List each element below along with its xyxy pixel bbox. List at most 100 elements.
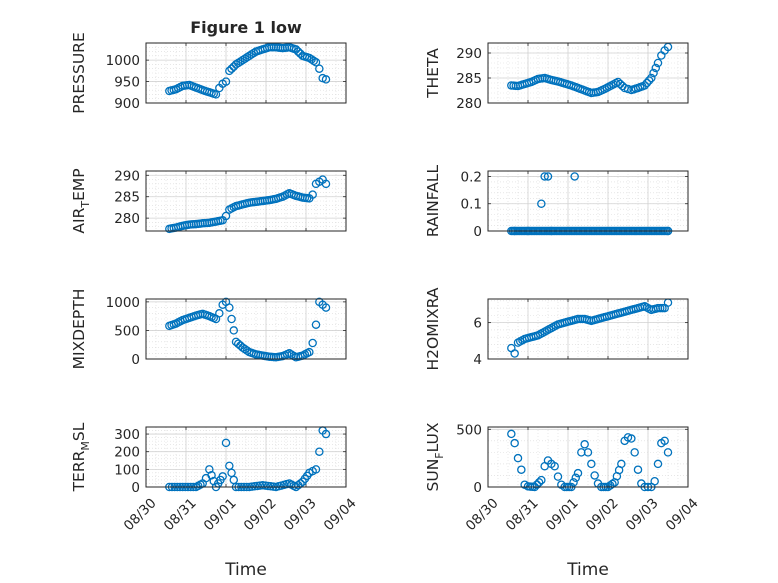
data-point [571, 473, 581, 483]
axes-box [487, 170, 689, 232]
data-point [321, 179, 331, 189]
y-tick-label: 300 [114, 427, 140, 443]
data-point [630, 448, 639, 457]
data-point [311, 320, 321, 329]
data-point [227, 64, 236, 73]
data-point [305, 347, 314, 357]
y-tick-label: 0 [473, 480, 482, 496]
subplot-2: 280 285 290 THETA [424, 42, 689, 112]
y-tick-label: 290 [456, 46, 482, 62]
subplot-3: 280 285 290 AIRTEMP [70, 168, 347, 234]
data-point [647, 73, 656, 83]
x-axis-label: Time [566, 560, 609, 580]
y-axis-label: TERRMSL [70, 422, 92, 492]
data-point [507, 429, 516, 439]
data-point [218, 472, 227, 481]
data-point [510, 438, 519, 448]
data-point [296, 49, 305, 58]
data-point [633, 465, 643, 474]
data-point [617, 459, 626, 469]
data-point [587, 459, 596, 469]
data-point [233, 58, 243, 68]
data-point [651, 63, 661, 73]
data-point [534, 478, 544, 487]
y-axis-label: RAINFALL [424, 164, 442, 237]
data-point [550, 461, 559, 471]
data-point [580, 440, 589, 449]
y-tick-label: 100 [114, 462, 140, 478]
data-point [225, 66, 234, 76]
y-tick-label: 0 [473, 224, 482, 240]
data-point [225, 303, 234, 312]
data-point [321, 429, 331, 439]
data-point [644, 76, 654, 85]
y-tick-label: 1000 [106, 53, 140, 69]
data-point [242, 53, 252, 62]
data-point [229, 326, 239, 335]
data-point [240, 54, 250, 63]
y-tick-label: 0 [131, 352, 140, 368]
data-point [640, 81, 649, 90]
data-point [227, 314, 236, 324]
data-point [247, 50, 256, 59]
data-point [221, 438, 231, 448]
data-point [573, 468, 583, 478]
data-point [315, 447, 324, 456]
y-axis-label: AIRTEMP [70, 168, 92, 233]
data-point [537, 475, 546, 485]
data-point [517, 465, 526, 474]
y-axis-label: SUNFLUX [424, 422, 446, 491]
subplot-4: 0 0.1 0.2 RAINFALL [424, 164, 689, 240]
data-point [513, 453, 523, 463]
data-point [215, 309, 224, 318]
y-axis-label: MIXDEPTH [70, 289, 88, 370]
data-point [307, 55, 316, 64]
data-point [311, 58, 321, 67]
axes-box [487, 426, 689, 488]
data-point [608, 479, 617, 489]
data-point [245, 51, 254, 61]
y-tick-label: 4 [473, 352, 482, 368]
y-axis-label: H2OMIXRA [424, 287, 442, 370]
data-point [649, 68, 658, 78]
y-tick-label: 500 [114, 323, 140, 339]
y-tick-label: 500 [456, 422, 482, 438]
data-point [583, 448, 593, 457]
data-point [650, 476, 659, 486]
data-point [321, 75, 331, 84]
y-tick-label: 6 [473, 316, 482, 332]
data-point [308, 338, 317, 348]
data-point [315, 64, 324, 73]
subplot-5: 0 500 1000 MIXDEPTH [70, 289, 347, 370]
data-point [311, 465, 321, 474]
data-point [543, 172, 553, 181]
x-axis-label: Time [224, 560, 267, 580]
y-tick-label: 950 [114, 75, 140, 91]
axes-box [145, 170, 347, 232]
data-point [291, 45, 301, 54]
data-point [570, 172, 579, 181]
axes-box [145, 42, 347, 104]
axes-box [145, 426, 347, 488]
data-point [663, 448, 673, 457]
data-point [221, 211, 231, 221]
y-tick-label: 1000 [106, 295, 140, 311]
data-point [242, 346, 252, 355]
data-point [660, 436, 669, 446]
data-point [221, 77, 231, 86]
data-point [236, 57, 245, 66]
data-point [590, 471, 599, 480]
y-tick-label: 280 [456, 96, 482, 112]
data-point [510, 349, 519, 358]
data-point [308, 190, 317, 199]
data-point [231, 60, 241, 69]
axes-box [145, 298, 347, 360]
subplot-1: 900 950 1000 PRESSURE Figure 1 low [70, 18, 347, 114]
data-point [537, 199, 546, 208]
y-tick-label: 200 [114, 445, 140, 461]
data-point [569, 478, 578, 487]
chart-title: Figure 1 low [190, 18, 302, 37]
y-axis-label: PRESSURE [70, 32, 88, 114]
data-point [653, 58, 663, 68]
